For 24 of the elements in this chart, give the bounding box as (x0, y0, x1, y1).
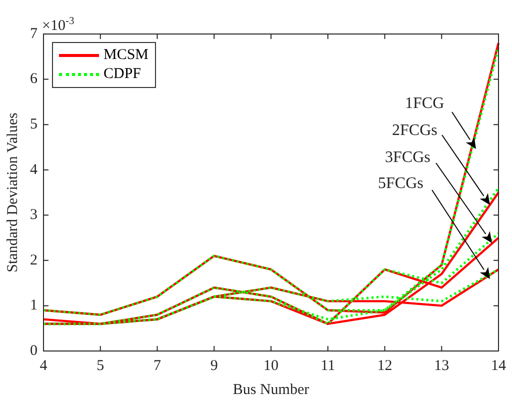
x-tick-label: 7 (154, 358, 162, 374)
x-axis-title: Bus Number (232, 382, 310, 398)
legend-label: MCSM (104, 46, 149, 65)
x-tick-label: 11 (320, 358, 336, 374)
y-axis-title: Standard Deviation Values (4, 112, 21, 272)
x-tick-label: 14 (491, 358, 506, 374)
y-tick-label: 6 (30, 71, 38, 88)
y-tick-label: 3 (30, 207, 38, 224)
annotation: 3FCGs (385, 149, 430, 166)
y-tick-label: 5 (30, 116, 38, 133)
y-tick-label: 2 (30, 252, 38, 268)
x-tick-label: 13 (434, 358, 450, 374)
x-tick-label: 9 (210, 358, 218, 374)
annotation: 5FCGs (378, 175, 424, 192)
y-tick-label: 7 (30, 26, 38, 42)
legend-label: CDPF (104, 65, 142, 84)
x-tick-label: 12 (377, 358, 392, 374)
x-tick-label: 10 (264, 358, 278, 374)
annotation: 1FCG (405, 95, 445, 112)
y-tick-label: 1 (30, 298, 38, 314)
y-tick-label: 4 (30, 162, 38, 178)
y-tick-label: 0 (30, 342, 38, 359)
x-tick-label: 5 (96, 358, 104, 374)
annotation: 2FCGs (392, 122, 438, 139)
